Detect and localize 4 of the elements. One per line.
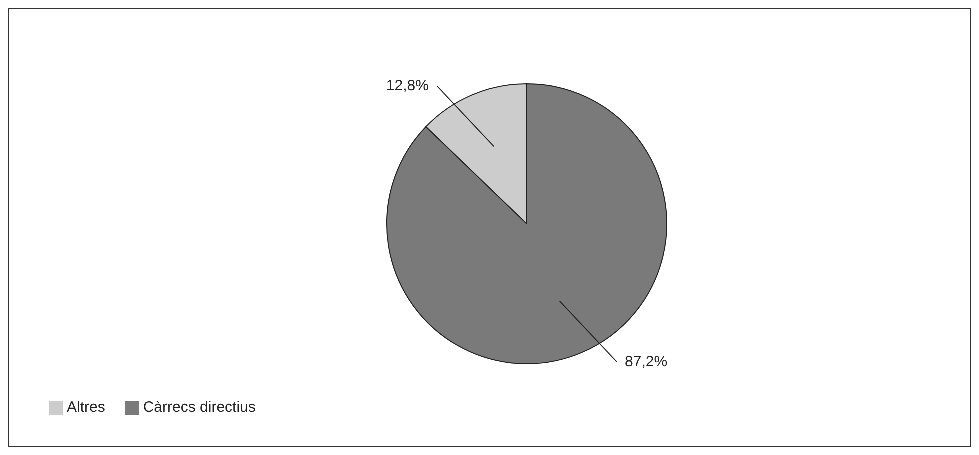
data-label: 12,8% <box>386 77 429 94</box>
data-label: 87,2% <box>625 354 668 371</box>
legend-label: Altres <box>67 399 106 416</box>
legend-label: Càrrecs directius <box>143 399 256 416</box>
